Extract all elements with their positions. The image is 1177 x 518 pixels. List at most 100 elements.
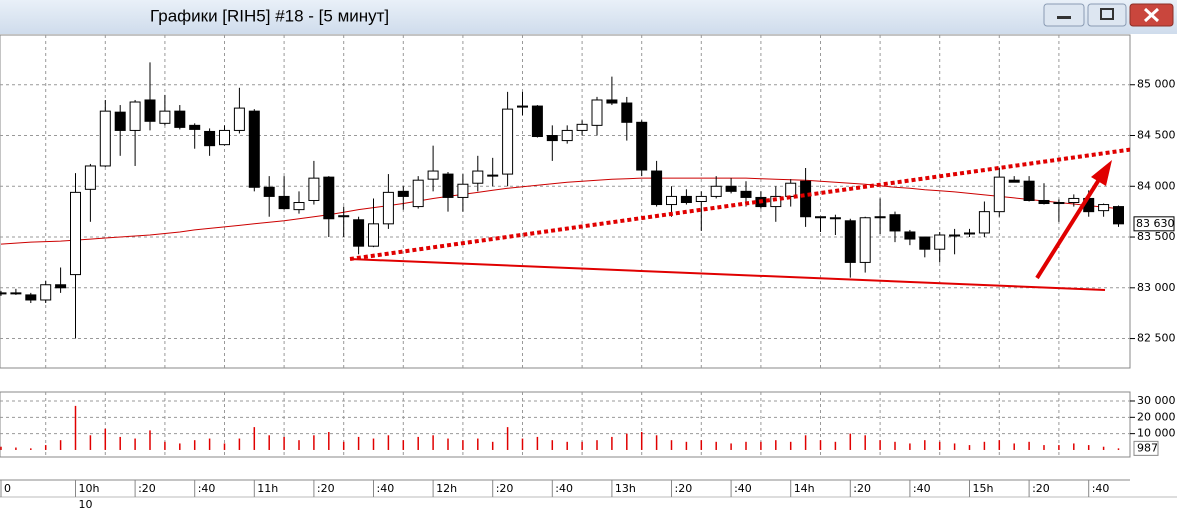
candle-body bbox=[1068, 197, 1080, 204]
x-tick-label: :40 bbox=[1092, 482, 1110, 495]
y-tick-label: 83 500 bbox=[1137, 230, 1176, 243]
candle-body bbox=[204, 130, 216, 147]
candle-body bbox=[1008, 179, 1020, 183]
candle-body bbox=[40, 284, 52, 301]
volume-pane bbox=[0, 391, 1131, 458]
candle-body bbox=[546, 135, 558, 142]
minimize-button[interactable] bbox=[1043, 3, 1085, 27]
candle-body bbox=[800, 180, 812, 218]
candle-body bbox=[278, 195, 290, 210]
y-tick-label: 83 000 bbox=[1137, 281, 1176, 294]
candle-body bbox=[308, 177, 320, 201]
candle-body bbox=[829, 217, 841, 220]
candle-body bbox=[949, 234, 961, 237]
candle-body bbox=[785, 182, 797, 197]
candle-body bbox=[233, 107, 245, 131]
candle-body bbox=[844, 220, 856, 263]
candle-body bbox=[84, 165, 96, 190]
last-price-box bbox=[1133, 216, 1175, 232]
candle-body bbox=[889, 214, 901, 232]
candle-body bbox=[174, 110, 186, 128]
candle-body bbox=[740, 190, 752, 198]
candle-body bbox=[561, 129, 573, 142]
candle-body bbox=[10, 292, 22, 295]
x-tick-label: 11h bbox=[257, 482, 278, 495]
candle-body bbox=[621, 102, 633, 123]
candle-body bbox=[964, 232, 975, 235]
price-pane bbox=[0, 34, 1131, 369]
candle-body bbox=[666, 195, 677, 206]
candle-body bbox=[934, 234, 946, 250]
candle-body bbox=[651, 170, 663, 206]
candle-body bbox=[353, 219, 365, 247]
candle-body bbox=[725, 185, 737, 192]
candle-body bbox=[576, 123, 588, 131]
candle-body bbox=[442, 173, 454, 198]
last-volume-label: 987 bbox=[1137, 441, 1158, 454]
support-line bbox=[349, 258, 1106, 291]
maximize-button[interactable] bbox=[1087, 3, 1127, 27]
candle-body bbox=[978, 211, 990, 234]
candle-body bbox=[248, 110, 260, 188]
candle-body bbox=[531, 105, 543, 138]
volume-tick-label: 20 000 bbox=[1137, 410, 1176, 423]
last-volume-box bbox=[1133, 440, 1159, 456]
candle-body bbox=[159, 110, 171, 124]
candle-body bbox=[114, 111, 126, 131]
candle-body bbox=[815, 216, 826, 219]
x-tick-label: :40 bbox=[377, 482, 395, 495]
y-tick-label: 84 000 bbox=[1137, 179, 1176, 192]
volume-tick-label: 30 000 bbox=[1137, 394, 1176, 407]
candle-body bbox=[710, 185, 722, 197]
candle-body bbox=[517, 105, 528, 108]
x-tick-label: 0 bbox=[4, 482, 11, 495]
candle-body bbox=[99, 110, 111, 167]
candle-body bbox=[189, 124, 201, 130]
candle-body bbox=[695, 195, 707, 203]
candle-body bbox=[680, 195, 692, 204]
candle-body bbox=[770, 195, 782, 208]
candle-body bbox=[293, 202, 305, 211]
x-tick-label: :40 bbox=[555, 482, 573, 495]
candle-body bbox=[487, 174, 499, 177]
candle-body bbox=[129, 101, 141, 131]
candle-body bbox=[472, 170, 484, 184]
last-price-label: 83 630 bbox=[1136, 217, 1175, 230]
x-tick-label: :40 bbox=[913, 482, 931, 495]
candle-body bbox=[1038, 199, 1050, 205]
y-tick-label: 82 500 bbox=[1137, 332, 1176, 345]
candle-body bbox=[904, 231, 916, 240]
candle-body bbox=[263, 186, 275, 197]
candle-body bbox=[397, 190, 409, 197]
x-tick-label: :20 bbox=[675, 482, 693, 495]
x-tick-label: :20 bbox=[317, 482, 335, 495]
candle-body bbox=[606, 99, 618, 104]
arrow-head bbox=[1091, 160, 1112, 186]
x-tick-label: 10h bbox=[79, 482, 100, 495]
x-tick-label: 13h bbox=[615, 482, 636, 495]
candle-body bbox=[591, 99, 603, 126]
x-tick-label: :40 bbox=[734, 482, 752, 495]
x-tick-label: :40 bbox=[198, 482, 216, 495]
candle-body bbox=[412, 179, 424, 208]
close-button[interactable] bbox=[1129, 3, 1174, 27]
candle-body bbox=[457, 183, 469, 198]
candle-body bbox=[0, 292, 7, 295]
title-bar bbox=[0, 0, 1177, 34]
y-tick-label: 85 000 bbox=[1137, 78, 1176, 91]
candle-body bbox=[219, 129, 230, 146]
x-tick-label: 12h bbox=[436, 482, 457, 495]
candle-body bbox=[1098, 204, 1110, 212]
trend-drawings bbox=[349, 147, 1130, 291]
x-tick-label: :20 bbox=[496, 482, 514, 495]
x-tick-label: 15h bbox=[973, 482, 994, 495]
candle-body bbox=[1023, 180, 1035, 201]
moving-average bbox=[0, 177, 1119, 245]
volume-tick-label: 10 000 bbox=[1137, 427, 1176, 440]
dotted-trend-line bbox=[349, 147, 1130, 261]
date-label: 10 bbox=[79, 498, 93, 511]
window-title: Графики [RIH5] #18 - [5 минут] bbox=[150, 6, 389, 25]
candle-body bbox=[427, 170, 439, 180]
x-tick-label: 14h bbox=[794, 482, 815, 495]
